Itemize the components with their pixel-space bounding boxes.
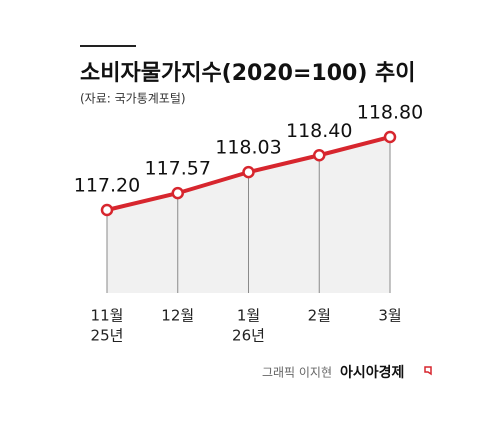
chart-subtitle: (자료: 국가통계포털) [80, 92, 186, 106]
point [100, 203, 114, 217]
x-tick-label: 1월 [237, 307, 260, 325]
value-label: 118.80 [357, 102, 423, 124]
chart-title: 소비자물가지수(2020=100) 추이 [80, 61, 416, 86]
x-tick-sublabel: 26년 [232, 327, 265, 345]
value-label: 118.40 [286, 120, 352, 142]
value-label: 118.03 [215, 137, 281, 159]
point [242, 165, 255, 179]
brand: 아시아경제 [340, 364, 404, 381]
x-tick-label: 3월 [378, 307, 401, 325]
value-label: 117.20 [74, 175, 140, 197]
point [171, 186, 184, 200]
x-tick-sublabel: 25년 [91, 327, 124, 345]
credit: 그래픽 이지현 [262, 366, 332, 380]
point [383, 130, 397, 144]
value-label: 117.57 [145, 158, 211, 180]
point [313, 149, 326, 162]
x-tick-label: 11월 [91, 307, 124, 325]
x-tick-label: 2월 [308, 307, 331, 325]
brand-icon [424, 366, 432, 376]
x-tick-label: 12월 [161, 307, 194, 325]
